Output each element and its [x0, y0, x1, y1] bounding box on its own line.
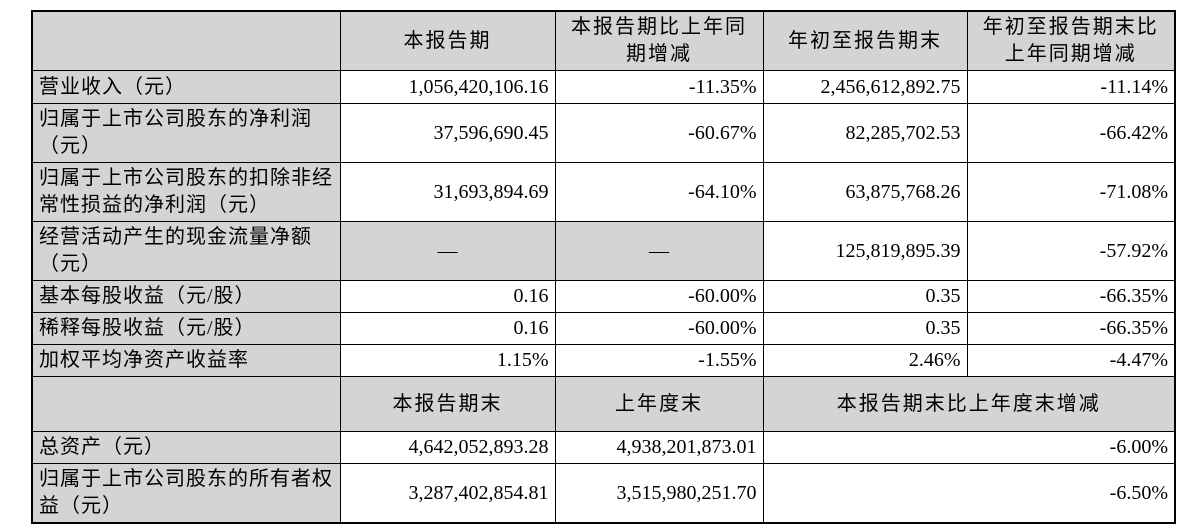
- row-label: 营业收入（元）: [31, 70, 341, 104]
- value-ytd-yoy: -11.14%: [966, 70, 1176, 104]
- value-ytd: 2.46%: [762, 344, 968, 377]
- value-current-period: 0.16: [339, 280, 556, 313]
- value-period-end-change: -6.00%: [762, 431, 1176, 464]
- header-current-period: 本报告期: [339, 10, 556, 71]
- value-ytd: 63,875,768.26: [762, 162, 968, 222]
- header-ytd-yoy: 年初至报告期末比上年同期增减: [966, 10, 1176, 71]
- table-row-operating-cash-flow: 经营活动产生的现金流量净额（元） — — 125,819,895.39 -57.…: [31, 221, 1176, 281]
- value-current-yoy: -64.10%: [554, 162, 764, 222]
- row-label: 总资产（元）: [31, 431, 341, 464]
- value-ytd-yoy: -71.08%: [966, 162, 1176, 222]
- header-row-balance: 本报告期末 上年度末 本报告期末比上年度末增减: [31, 376, 1176, 432]
- value-current-period: 1.15%: [339, 344, 556, 377]
- value-current-yoy: -60.00%: [554, 312, 764, 345]
- table-row-total-assets: 总资产（元） 4,642,052,893.28 4,938,201,873.01…: [31, 431, 1176, 464]
- value-prior-year-end: 3,515,980,251.70: [554, 463, 764, 524]
- row-label: 基本每股收益（元/股）: [31, 280, 341, 313]
- header-prior-year-end: 上年度末: [554, 376, 764, 432]
- row-label: 经营活动产生的现金流量净额（元）: [31, 221, 341, 281]
- header-blank-cell: [31, 376, 341, 432]
- value-prior-year-end: 4,938,201,873.01: [554, 431, 764, 464]
- value-ytd-yoy: -66.35%: [966, 280, 1176, 313]
- table-row-revenue: 营业收入（元） 1,056,420,106.16 -11.35% 2,456,6…: [31, 70, 1176, 104]
- header-current-period-yoy: 本报告期比上年同期增减: [554, 10, 764, 71]
- row-label: 归属于上市公司股东的所有者权益（元）: [31, 463, 341, 524]
- value-ytd: 2,456,612,892.75: [762, 70, 968, 104]
- value-ytd: 125,819,895.39: [762, 221, 968, 281]
- row-label: 稀释每股收益（元/股）: [31, 312, 341, 345]
- value-ytd: 82,285,702.53: [762, 103, 968, 163]
- value-ytd-yoy: -57.92%: [966, 221, 1176, 281]
- value-current-yoy: -60.67%: [554, 103, 764, 163]
- table-row-weighted-avg-roe: 加权平均净资产收益率 1.15% -1.55% 2.46% -4.47%: [31, 344, 1176, 377]
- value-ytd-yoy: -66.35%: [966, 312, 1176, 345]
- table-row-net-profit-excl-nonrecurring: 归属于上市公司股东的扣除非经常性损益的净利润（元） 31,693,894.69 …: [31, 162, 1176, 222]
- value-current-period: 31,693,894.69: [339, 162, 556, 222]
- value-current-period-end: 3,287,402,854.81: [339, 463, 556, 524]
- financial-summary-table: 本报告期 本报告期比上年同期增减 年初至报告期末 年初至报告期末比上年同期增减 …: [31, 10, 1176, 524]
- table-row-equity: 归属于上市公司股东的所有者权益（元） 3,287,402,854.81 3,51…: [31, 463, 1176, 524]
- value-ytd-yoy: -66.42%: [966, 103, 1176, 163]
- header-current-period-end: 本报告期末: [339, 376, 556, 432]
- row-label: 加权平均净资产收益率: [31, 344, 341, 377]
- row-label: 归属于上市公司股东的扣除非经常性损益的净利润（元）: [31, 162, 341, 222]
- value-current-period-end: 4,642,052,893.28: [339, 431, 556, 464]
- value-current-period-dash: —: [339, 221, 556, 281]
- value-ytd: 0.35: [762, 280, 968, 313]
- value-ytd: 0.35: [762, 312, 968, 345]
- value-period-end-change: -6.50%: [762, 463, 1176, 524]
- value-current-period: 37,596,690.45: [339, 103, 556, 163]
- header-blank-cell: [31, 10, 341, 71]
- value-current-yoy: -60.00%: [554, 280, 764, 313]
- value-current-period: 1,056,420,106.16: [339, 70, 556, 104]
- table-row-net-profit: 归属于上市公司股东的净利润（元） 37,596,690.45 -60.67% 8…: [31, 103, 1176, 163]
- table-row-basic-eps: 基本每股收益（元/股） 0.16 -60.00% 0.35 -66.35%: [31, 280, 1176, 313]
- header-period-end-change: 本报告期末比上年度末增减: [762, 376, 1176, 432]
- value-current-yoy-dash: —: [554, 221, 764, 281]
- header-ytd: 年初至报告期末: [762, 10, 968, 71]
- value-current-yoy: -11.35%: [554, 70, 764, 104]
- value-current-yoy: -1.55%: [554, 344, 764, 377]
- table-row-diluted-eps: 稀释每股收益（元/股） 0.16 -60.00% 0.35 -66.35%: [31, 312, 1176, 345]
- header-row-period: 本报告期 本报告期比上年同期增减 年初至报告期末 年初至报告期末比上年同期增减: [31, 10, 1176, 71]
- value-ytd-yoy: -4.47%: [966, 344, 1176, 377]
- value-current-period: 0.16: [339, 312, 556, 345]
- row-label: 归属于上市公司股东的净利润（元）: [31, 103, 341, 163]
